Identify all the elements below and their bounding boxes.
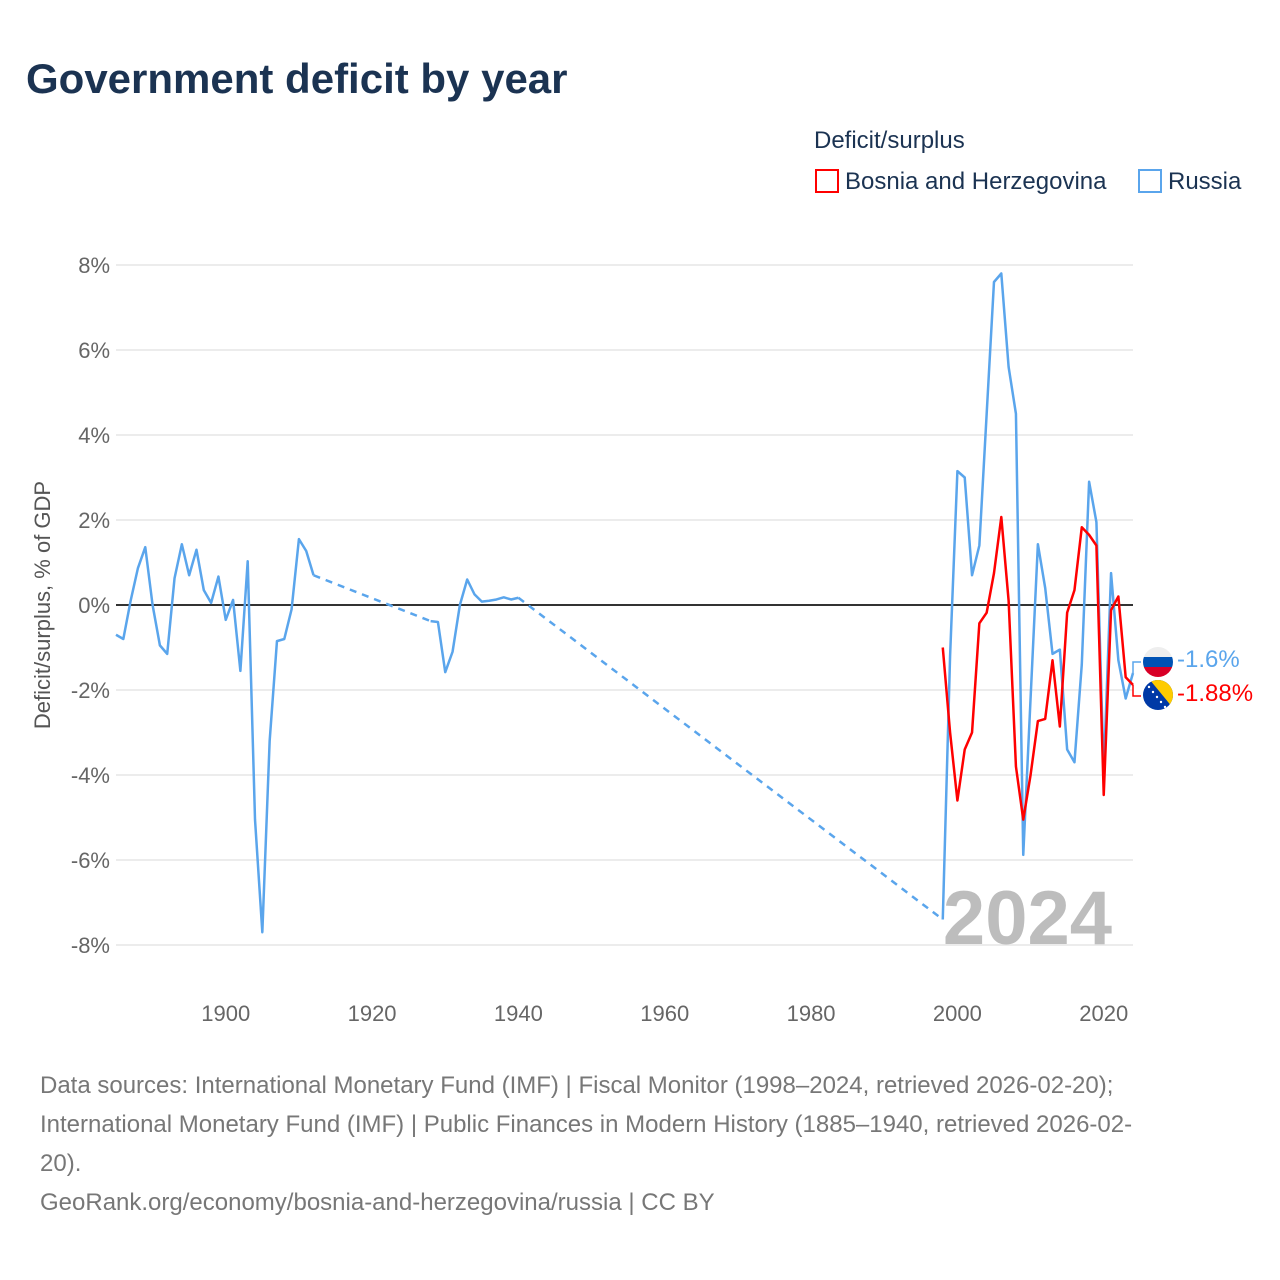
x-tick-label: 2000 — [933, 1001, 982, 1026]
footer-link[interactable]: GeoRank.org/economy/bosnia-and-herzegovi… — [40, 1189, 715, 1216]
x-tick-label: 1920 — [348, 1001, 397, 1026]
legend-label-russia: Russia — [1168, 168, 1242, 195]
russia-flag-icon — [1143, 647, 1173, 677]
russia-label-connector — [1132, 661, 1141, 673]
end-label-russia: -1.6% — [1143, 646, 1240, 677]
y-tick-label: 2% — [78, 508, 110, 533]
series-line-russia — [115, 537, 315, 934]
legend-swatch-russia — [1138, 169, 1162, 193]
x-tick-label: 1900 — [201, 1001, 250, 1026]
x-tick-label: 2020 — [1079, 1001, 1128, 1026]
x-tick-label: 1940 — [494, 1001, 543, 1026]
y-tick-label: -8% — [71, 933, 110, 958]
legend-item-bosnia[interactable]: Bosnia and Herzegovina — [815, 168, 1107, 195]
y-axis-label: Deficit/surplus, % of GDP — [30, 481, 55, 729]
legend-swatch-bosnia — [815, 169, 839, 193]
y-tick-label: 0% — [78, 593, 110, 618]
end-label-bosnia: -1.88% — [1143, 680, 1253, 710]
x-axis-ticks: 1900 1920 1940 1960 1980 2000 2020 — [201, 1001, 1128, 1026]
series-line-russia — [941, 272, 1135, 920]
series-line-bosnia — [941, 515, 1134, 821]
y-tick-label: 8% — [78, 253, 110, 278]
footer-sources-1: Data sources: International Monetary Fun… — [40, 1072, 1113, 1099]
legend-item-russia[interactable]: Russia — [1138, 168, 1242, 195]
y-tick-label: 4% — [78, 423, 110, 448]
bosnia-end-value: -1.88% — [1177, 680, 1253, 707]
footer-sources-3: 20). — [40, 1150, 81, 1177]
chart-title: Government deficit by year — [26, 55, 568, 102]
x-tick-label: 1960 — [640, 1001, 689, 1026]
series-lines — [115, 272, 1141, 934]
y-tick-label: 6% — [78, 338, 110, 363]
y-axis-ticks: -8% -6% -4% -2% 0% 2% 4% 6% 8% — [71, 253, 110, 958]
series-gap-russia — [313, 574, 432, 623]
series-gap-russia — [517, 596, 944, 921]
y-tick-label: -2% — [71, 678, 110, 703]
legend-title: Deficit/surplus — [814, 127, 965, 154]
footer: Data sources: International Monetary Fun… — [40, 1072, 1132, 1216]
bosnia-label-connector — [1132, 684, 1141, 697]
series-line-russia — [430, 578, 519, 674]
legend-label-bosnia: Bosnia and Herzegovina — [845, 168, 1107, 195]
year-watermark: 2024 — [943, 876, 1112, 961]
y-tick-label: -6% — [71, 848, 110, 873]
legend: Deficit/surplus Bosnia and Herzegovina R… — [814, 127, 1242, 195]
y-tick-label: -4% — [71, 763, 110, 788]
footer-sources-2: International Monetary Fund (IMF) | Publ… — [40, 1111, 1132, 1138]
x-tick-label: 1980 — [787, 1001, 836, 1026]
bosnia-flag-icon — [1143, 680, 1173, 710]
russia-end-value: -1.6% — [1177, 646, 1240, 673]
